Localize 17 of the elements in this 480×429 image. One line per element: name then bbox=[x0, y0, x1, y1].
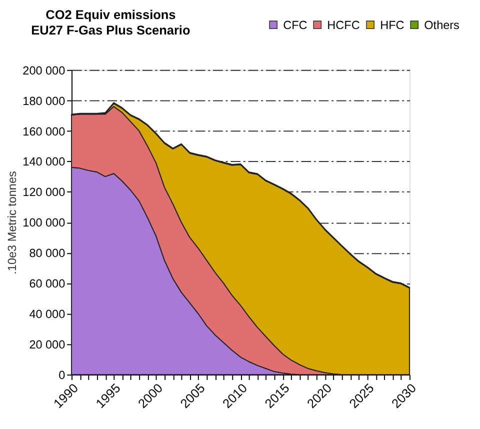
legend-label: Others bbox=[424, 18, 460, 32]
y-tick-label: 160 000 bbox=[22, 125, 66, 138]
y-tick-label: 80 000 bbox=[29, 247, 66, 260]
legend-label: HCFC bbox=[327, 18, 360, 32]
chart-title: CO2 Equiv emissions EU27 F-Gas Plus Scenario bbox=[31, 6, 190, 38]
y-axis-title: .10e3 Metric tonnes bbox=[6, 171, 19, 274]
y-tick-label: 140 000 bbox=[22, 156, 66, 169]
legend-label: HFC bbox=[380, 18, 405, 32]
legend-label: CFC bbox=[283, 18, 308, 32]
y-tick-label: 180 000 bbox=[22, 94, 66, 108]
y-tick-label: 0 bbox=[58, 368, 66, 382]
y-tick-label: 200 000 bbox=[22, 64, 66, 78]
y-tick-label: 100 000 bbox=[22, 216, 66, 230]
y-tick-label: 60 000 bbox=[29, 278, 66, 291]
y-tick-label: 20 000 bbox=[29, 338, 66, 352]
y-tick-label: 120 000 bbox=[22, 186, 66, 200]
y-tick-label: 40 000 bbox=[29, 308, 66, 322]
